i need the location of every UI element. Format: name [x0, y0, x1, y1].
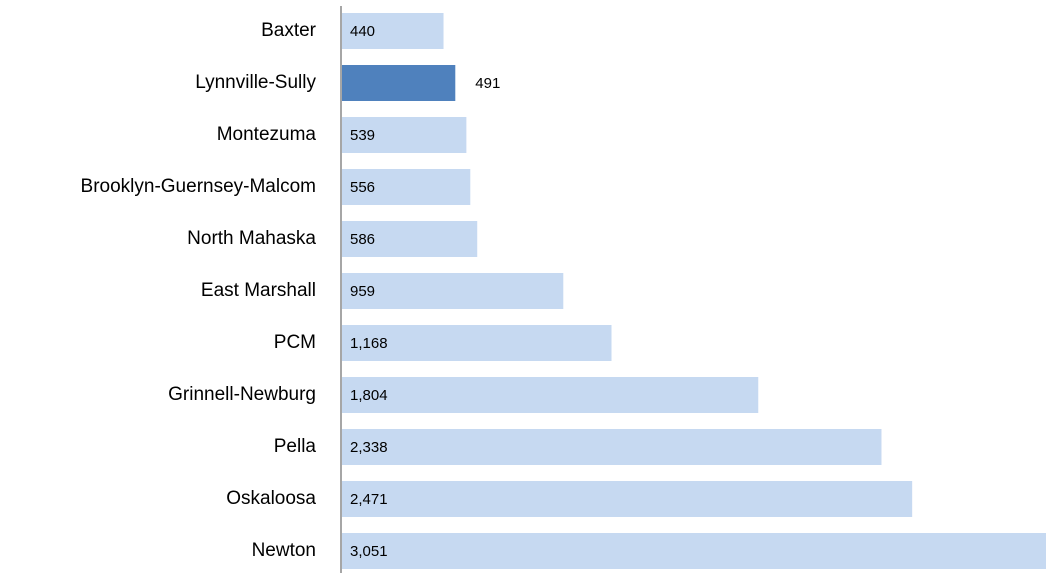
value-label: 1,168 [350, 335, 388, 352]
category-label: Baxter [261, 20, 317, 41]
value-label: 2,338 [350, 439, 388, 456]
value-label: 2,471 [350, 491, 388, 508]
category-label: Newton [252, 540, 316, 561]
bar [342, 481, 913, 517]
value-label: 440 [350, 23, 375, 40]
category-label: PCM [274, 332, 316, 353]
bar [342, 273, 564, 309]
value-label: 586 [350, 231, 375, 248]
bar [342, 221, 478, 257]
bar [342, 429, 882, 465]
value-label: 3,051 [350, 543, 388, 560]
bar [342, 325, 612, 361]
value-label: 491 [475, 75, 500, 92]
category-label: East Marshall [201, 280, 316, 301]
category-label: Grinnell-Newburg [168, 384, 316, 405]
bar [342, 117, 467, 153]
category-label: Brooklyn-Guernsey-Malcom [81, 176, 316, 197]
bar [342, 65, 456, 101]
bar [342, 377, 759, 413]
category-label: Lynnville-Sully [195, 72, 316, 93]
value-label: 539 [350, 127, 375, 144]
category-label: North Mahaska [187, 228, 316, 249]
value-label: 959 [350, 283, 375, 300]
category-label: Pella [274, 436, 317, 457]
bar [342, 533, 1046, 569]
value-label: 1,804 [350, 387, 388, 404]
bar [342, 13, 444, 49]
category-label: Oskaloosa [226, 488, 316, 509]
category-label: Montezuma [217, 124, 317, 145]
value-label: 556 [350, 179, 375, 196]
bar [342, 169, 471, 205]
